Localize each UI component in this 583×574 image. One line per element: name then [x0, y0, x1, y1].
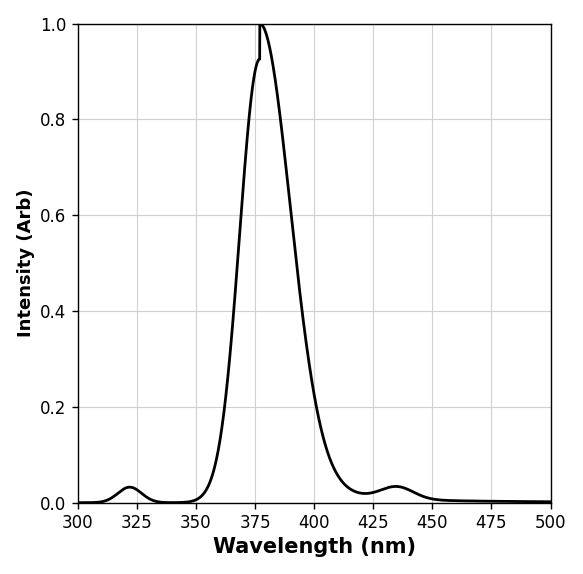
- X-axis label: Wavelength (nm): Wavelength (nm): [213, 537, 416, 557]
- Y-axis label: Intensity (Arb): Intensity (Arb): [17, 189, 34, 338]
